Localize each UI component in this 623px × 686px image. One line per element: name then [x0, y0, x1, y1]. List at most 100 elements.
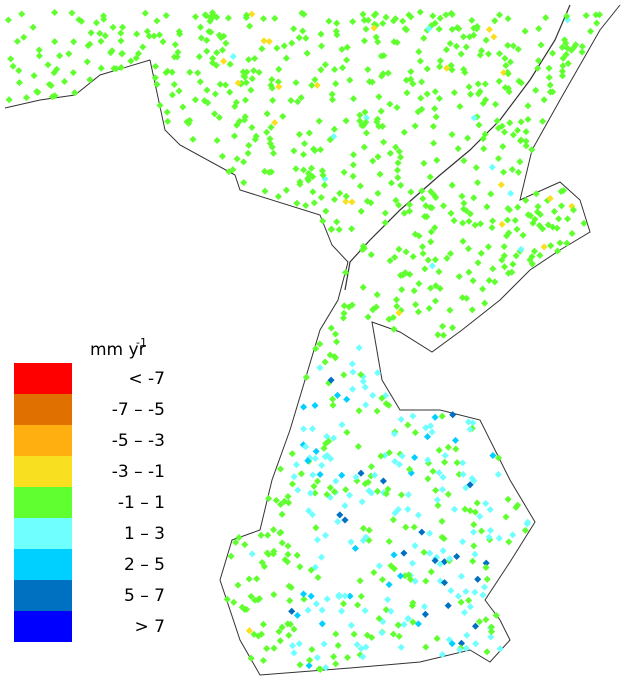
map-point	[459, 237, 467, 245]
map-point	[318, 620, 326, 628]
map-point	[397, 153, 405, 161]
map-point	[141, 9, 149, 17]
map-point	[429, 12, 437, 20]
map-point	[250, 67, 258, 75]
map-point	[307, 566, 315, 574]
map-point	[374, 189, 382, 197]
map-point	[272, 496, 280, 504]
map-point	[379, 122, 387, 130]
map-point	[378, 629, 386, 637]
map-point	[466, 481, 474, 489]
map-point	[431, 224, 439, 232]
map-point	[390, 565, 398, 573]
map-point	[284, 542, 292, 550]
map-point	[117, 63, 125, 72]
map-point	[462, 587, 470, 596]
map-point	[407, 75, 415, 83]
map-point	[220, 57, 228, 65]
map-point	[481, 80, 489, 88]
map-point	[332, 477, 340, 485]
map-point	[422, 202, 430, 210]
map-point	[414, 620, 422, 628]
map-point	[305, 169, 313, 177]
map-point	[400, 209, 408, 217]
map-point	[342, 486, 350, 494]
map-point	[456, 102, 464, 111]
map-point	[13, 37, 21, 45]
map-point	[226, 60, 234, 68]
map-point	[343, 56, 351, 64]
map-point	[406, 575, 414, 583]
map-point	[296, 563, 304, 571]
map-point	[500, 128, 509, 136]
map-point	[309, 173, 317, 181]
map-point	[35, 52, 43, 60]
map-point	[418, 78, 426, 86]
map-point	[468, 16, 476, 24]
map-point	[330, 434, 338, 442]
map-point	[436, 63, 444, 71]
map-point	[243, 68, 251, 76]
map-point	[431, 19, 439, 27]
map-point	[479, 99, 487, 107]
map-point	[309, 188, 317, 196]
legend-swatch	[14, 425, 72, 456]
map-point	[394, 159, 402, 167]
map-point	[357, 207, 365, 215]
map-point	[296, 661, 304, 669]
map-point	[246, 22, 254, 30]
map-point	[426, 549, 434, 557]
map-point	[400, 549, 408, 557]
map-point	[564, 215, 572, 223]
map-point	[473, 499, 481, 507]
map-point	[317, 42, 326, 50]
map-point	[15, 67, 23, 75]
map-point	[293, 551, 301, 559]
map-point	[457, 598, 465, 606]
map-point	[436, 560, 444, 568]
map-point	[213, 49, 221, 57]
map-point	[475, 121, 483, 129]
map-point	[464, 418, 472, 426]
map-point	[443, 254, 451, 262]
map-point	[248, 10, 256, 18]
map-point	[292, 79, 300, 87]
map-point	[391, 509, 399, 517]
map-point	[276, 465, 285, 473]
map-point	[504, 269, 513, 277]
map-point	[109, 23, 117, 31]
map-point	[339, 314, 347, 322]
map-point	[384, 596, 392, 604]
map-point	[482, 559, 490, 567]
map-point	[431, 105, 439, 113]
map-point	[275, 65, 283, 73]
map-point	[332, 27, 340, 35]
map-point	[410, 523, 418, 531]
map-point	[536, 210, 544, 219]
map-point	[399, 271, 407, 279]
map-point	[495, 77, 503, 85]
map-point	[285, 582, 293, 590]
map-point	[300, 140, 309, 148]
map-point	[426, 173, 434, 181]
map-point	[267, 123, 275, 131]
map-point	[340, 168, 348, 176]
map-point	[482, 36, 490, 44]
map-point	[287, 96, 295, 105]
map-point	[417, 94, 425, 102]
map-point	[15, 79, 23, 87]
map-point	[269, 550, 278, 558]
map-point	[528, 260, 536, 268]
map-point	[359, 283, 367, 291]
map-point	[186, 68, 194, 76]
map-point	[327, 376, 335, 384]
map-point	[484, 50, 493, 58]
map-point	[396, 572, 405, 580]
map-point	[486, 526, 495, 535]
map-point	[532, 86, 540, 94]
map-point	[282, 186, 290, 194]
map-point	[390, 430, 398, 438]
map-point	[365, 78, 374, 86]
map-point	[273, 44, 281, 52]
map-point	[305, 129, 313, 137]
